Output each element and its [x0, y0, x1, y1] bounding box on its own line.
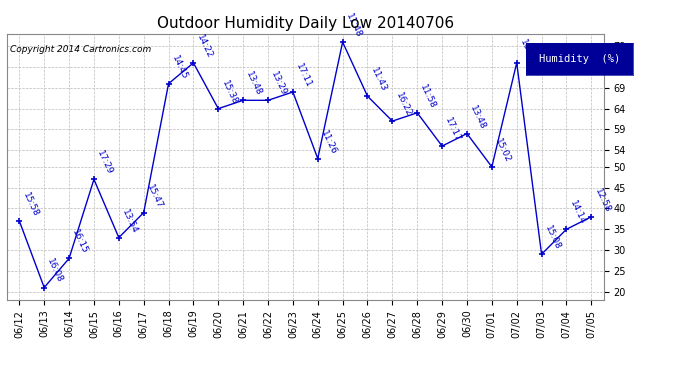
Text: 11:43: 11:43 [369, 66, 388, 93]
Text: 15:38: 15:38 [219, 79, 239, 106]
Text: 11:58: 11:58 [419, 83, 437, 110]
Text: 15:47: 15:47 [145, 183, 164, 210]
Text: Humidity  (%): Humidity (%) [539, 54, 620, 64]
Title: Outdoor Humidity Daily Low 20140706: Outdoor Humidity Daily Low 20140706 [157, 16, 454, 31]
Text: 13:54: 13:54 [120, 208, 139, 235]
Text: 11:26: 11:26 [319, 129, 338, 156]
Text: 15:58: 15:58 [21, 191, 40, 218]
Text: 11:48: 11:48 [344, 12, 363, 39]
Text: 16:15: 16:15 [70, 228, 90, 256]
Text: 17:29: 17:29 [95, 149, 115, 177]
Text: 14:14: 14:14 [568, 200, 586, 226]
Text: 13:48: 13:48 [244, 70, 264, 98]
Text: 13:29: 13:29 [269, 70, 288, 98]
Text: 15:02: 15:02 [493, 137, 512, 164]
Text: 17:17: 17:17 [444, 116, 462, 143]
Text: Copyright 2014 Cartronics.com: Copyright 2014 Cartronics.com [10, 45, 152, 54]
Text: 13:48: 13:48 [469, 104, 487, 131]
Text: 15:08: 15:08 [543, 224, 562, 252]
Text: 17:11: 17:11 [294, 62, 313, 89]
Text: 12:58: 12:58 [593, 187, 612, 214]
Text: 16:22: 16:22 [394, 91, 413, 118]
Text: 14:22: 14:22 [195, 33, 214, 60]
Text: 14:45: 14:45 [170, 54, 189, 81]
Text: 16:08: 16:08 [46, 258, 65, 285]
Text: 16:5: 16:5 [518, 38, 535, 60]
